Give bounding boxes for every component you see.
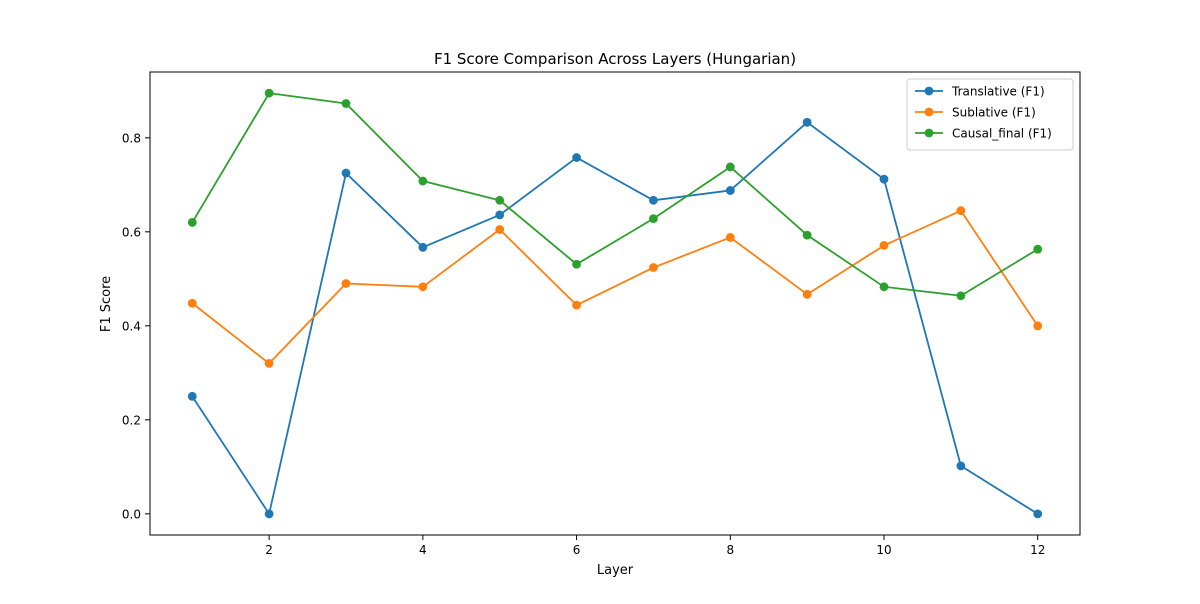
x-tick-label: 4 xyxy=(419,543,427,557)
data-point xyxy=(187,298,197,308)
legend-marker xyxy=(924,107,934,117)
y-tick-label: 0.6 xyxy=(122,225,141,239)
data-point xyxy=(879,174,889,184)
series-line xyxy=(191,92,1039,297)
data-point xyxy=(649,214,658,224)
x-tick-label: 6 xyxy=(573,543,581,557)
data-point xyxy=(725,186,735,195)
series-layer xyxy=(187,88,1043,519)
data-point xyxy=(725,233,735,242)
y-tick-label: 0.8 xyxy=(122,131,141,145)
legend-item: Causal_final (F1) xyxy=(915,127,1052,141)
data-point xyxy=(1033,509,1043,519)
x-tick-label: 2 xyxy=(265,543,273,557)
data-point xyxy=(264,509,274,519)
data-point xyxy=(341,99,351,108)
x-tick-label: 10 xyxy=(876,543,891,557)
data-point xyxy=(418,176,428,186)
data-point xyxy=(495,210,505,220)
data-point xyxy=(572,259,581,269)
series-line xyxy=(191,121,1039,515)
data-point xyxy=(956,291,966,301)
data-point xyxy=(802,230,812,240)
data-point xyxy=(572,153,581,162)
data-point xyxy=(1033,244,1043,254)
data-point xyxy=(956,461,966,471)
y-tick-label: 0.0 xyxy=(122,507,141,521)
x-tick-label: 12 xyxy=(1030,543,1045,557)
data-point xyxy=(1033,321,1043,331)
data-point xyxy=(264,359,274,368)
legend-item: Sublative (F1) xyxy=(915,106,1036,120)
data-point xyxy=(572,300,581,310)
data-point xyxy=(418,242,428,252)
legend: Translative (F1) Sublative (F1) Causal_fin… xyxy=(906,78,1074,151)
x-axis-label: Layer xyxy=(597,563,634,578)
data-point xyxy=(649,263,658,272)
data-point xyxy=(802,289,812,299)
x-axis-ticks: 2 4 6 8 10 12 xyxy=(265,535,1045,557)
data-point xyxy=(956,206,966,216)
data-point xyxy=(341,279,351,288)
series-causal-final-f1 xyxy=(187,88,1043,301)
plot-area-frame xyxy=(149,71,1081,536)
legend-label: Translative (F1) xyxy=(951,85,1045,99)
y-axis-ticks: 0.0 0.2 0.4 0.6 0.8 xyxy=(122,131,150,521)
y-axis-label: F1 Score xyxy=(99,276,114,332)
y-tick-label: 0.2 xyxy=(122,413,141,427)
data-point xyxy=(879,241,889,250)
legend-box xyxy=(906,78,1074,151)
series-line xyxy=(191,209,1039,365)
data-point xyxy=(495,225,505,234)
series-translative-f1 xyxy=(187,117,1043,519)
x-tick-label: 8 xyxy=(726,543,734,557)
data-point xyxy=(264,88,274,98)
data-point xyxy=(802,117,812,127)
data-point xyxy=(187,391,197,401)
legend-label: Causal_final (F1) xyxy=(952,127,1052,141)
legend-item: Translative (F1) xyxy=(915,85,1045,99)
data-point xyxy=(495,195,505,205)
legend-label: Sublative (F1) xyxy=(952,106,1036,120)
data-point xyxy=(187,218,197,227)
series-sublative-f1 xyxy=(187,206,1043,368)
legend-marker xyxy=(924,128,934,138)
y-tick-label: 0.4 xyxy=(122,319,141,333)
legend-marker xyxy=(924,86,934,96)
data-point xyxy=(649,195,658,205)
data-point xyxy=(725,162,735,172)
chart-title: F1 Score Comparison Across Layers (Hunga… xyxy=(434,50,796,68)
data-point xyxy=(418,282,428,292)
data-point xyxy=(879,282,889,292)
data-point xyxy=(341,168,351,178)
